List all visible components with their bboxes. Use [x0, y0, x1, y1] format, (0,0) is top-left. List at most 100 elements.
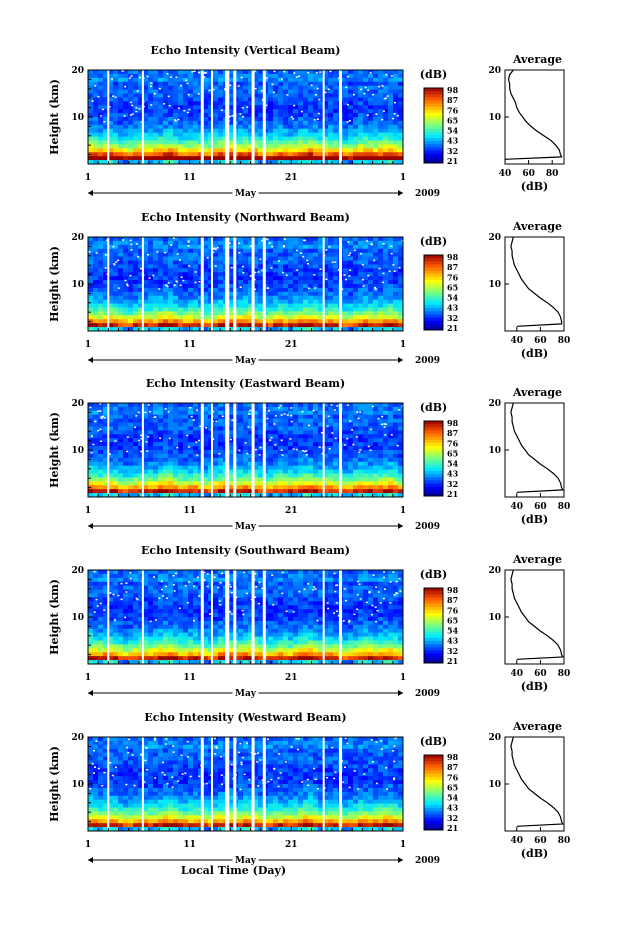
- heatmap-cell: [333, 438, 339, 443]
- heatmap-cell: [373, 446, 379, 451]
- heatmap-cell: [358, 256, 364, 261]
- heatmap-cell: [278, 284, 284, 289]
- heatmap-cell: [138, 311, 144, 316]
- heatmap-cell: [308, 85, 314, 91]
- heatmap-cell: [268, 132, 274, 138]
- heatmap-cell: [308, 303, 314, 308]
- heatmap-cell: [288, 446, 294, 451]
- heatmap-cell: [318, 256, 324, 261]
- heatmap-cell: [268, 237, 274, 242]
- heatmap-cell: [303, 323, 309, 328]
- heatmap-cell: [128, 152, 134, 157]
- heatmap-cell: [363, 268, 369, 273]
- heatmap-cell: [393, 70, 399, 75]
- heatmap-cell: [128, 77, 134, 83]
- heatmap-cell: [388, 410, 394, 416]
- heatmap-cell: [188, 489, 194, 494]
- heatmap-cell: [318, 89, 324, 94]
- heatmap-cell: [358, 113, 364, 118]
- heatmap-cell: [293, 303, 299, 308]
- missing-data-dot: [163, 103, 166, 105]
- heatmap-cell: [368, 430, 374, 435]
- heatmap-cell: [158, 406, 164, 412]
- heatmap-cell: [123, 160, 129, 165]
- heatmap-cell: [208, 248, 214, 254]
- heatmap-cell: [303, 89, 309, 94]
- heatmap-cell: [123, 260, 129, 265]
- heatmap-cell: [363, 450, 369, 455]
- heatmap-cell: [88, 430, 94, 435]
- heatmap-cell: [293, 136, 299, 141]
- x-tick-label: 11: [183, 173, 196, 183]
- heatmap-cell: [398, 303, 404, 308]
- x-tick-label: 21: [285, 173, 298, 183]
- heatmap-cell: [103, 311, 109, 316]
- heatmap-cell: [253, 136, 259, 141]
- heatmap-cell: [133, 438, 139, 443]
- heatmap-cell: [358, 473, 364, 478]
- heatmap-cell: [253, 426, 259, 431]
- heatmap-cell: [383, 469, 389, 474]
- heatmap-cell: [358, 414, 364, 420]
- heatmap-cell: [253, 315, 259, 320]
- heatmap-cell: [98, 152, 104, 157]
- heatmap-cell: [318, 299, 324, 305]
- heatmap-cell: [363, 311, 369, 316]
- heatmap-cell: [368, 136, 374, 141]
- heatmap-cell: [188, 461, 194, 467]
- heatmap-cell: [293, 77, 299, 83]
- heatmap-cell: [128, 156, 134, 161]
- heatmap-cell: [123, 93, 129, 98]
- heatmap-cell: [328, 260, 334, 265]
- heatmap-cell: [183, 280, 189, 285]
- heatmap-cell: [103, 85, 109, 91]
- heatmap-cell: [113, 124, 119, 130]
- month-label: May: [235, 356, 257, 366]
- heatmap-cell: [368, 89, 374, 94]
- heatmap-cell: [358, 450, 364, 455]
- heatmap-cell: [173, 124, 179, 130]
- heatmap-cell: [188, 136, 194, 141]
- heatmap-cell: [323, 315, 329, 320]
- heatmap-cell: [208, 315, 214, 320]
- heatmap-cell: [168, 410, 174, 416]
- heatmap-cell: [103, 237, 109, 242]
- heatmap-cell: [298, 85, 304, 91]
- heatmap-cell: [163, 256, 169, 261]
- heatmap-cell: [138, 148, 144, 153]
- heatmap-cell: [98, 485, 104, 490]
- heatmap-cell: [303, 148, 309, 153]
- heatmap-cell: [378, 237, 384, 242]
- heatmap-cell: [308, 156, 314, 161]
- heatmap-cell: [323, 442, 329, 447]
- heatmap-cell: [113, 109, 119, 114]
- heatmap-cell: [343, 327, 349, 332]
- heatmap-cell: [308, 299, 314, 305]
- heatmap-cell: [303, 248, 309, 254]
- heatmap-cell: [183, 319, 189, 324]
- missing-data-dot: [229, 84, 232, 86]
- heatmap-cell: [258, 73, 264, 79]
- heatmap-cell: [253, 295, 259, 301]
- heatmap-cell: [113, 446, 119, 451]
- heatmap-cell: [98, 410, 104, 416]
- heatmap-cell: [318, 291, 324, 297]
- missing-data-dot: [239, 286, 242, 288]
- heatmap-cell: [238, 450, 244, 455]
- heatmap-cell: [88, 461, 94, 467]
- heatmap-cell: [368, 268, 374, 273]
- heatmap-cell: [148, 291, 154, 297]
- heatmap-cell: [288, 422, 294, 427]
- heatmap-cell: [318, 136, 324, 141]
- missing-data-dot: [203, 76, 206, 78]
- heatmap-cell: [143, 136, 149, 141]
- heatmap-cell: [343, 307, 349, 312]
- heatmap-cell: [118, 117, 124, 122]
- heatmap-cell: [178, 136, 184, 141]
- heatmap-cell: [248, 252, 254, 258]
- heatmap-cell: [343, 113, 349, 118]
- heatmap-cell: [193, 299, 199, 305]
- heatmap-cell: [208, 465, 214, 471]
- heatmap-cell: [268, 287, 274, 293]
- heatmap-cell: [388, 276, 394, 281]
